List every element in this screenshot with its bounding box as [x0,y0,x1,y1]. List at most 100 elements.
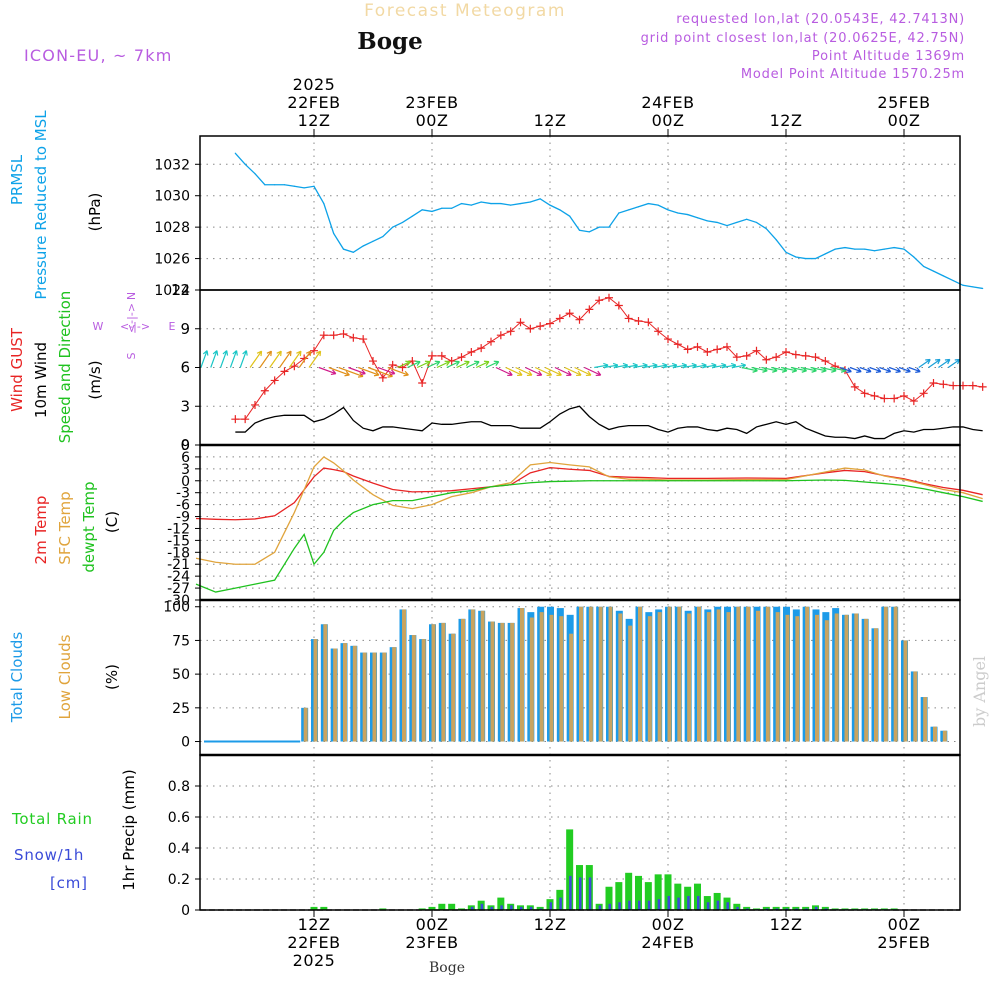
gust-marker [260,386,269,395]
gust-marker [349,333,358,342]
low-clouds-bar [864,618,869,742]
pressure-point [795,256,797,258]
rain-bar [379,908,387,910]
low-clouds-bar [854,613,859,742]
pressure-point [775,239,777,241]
pressure-point [628,209,630,211]
rain-bar [310,906,318,910]
gust-marker [663,335,672,344]
low-clouds-bar [657,612,662,742]
gust-marker [683,345,692,354]
low-clouds-bar [480,610,485,742]
compass-south: S [125,352,138,359]
y-tick-label: 1032 [154,157,190,173]
wind-arrow [220,350,229,368]
gust-marker [290,362,299,371]
pressure-point [598,226,600,228]
data-layer [195,152,987,911]
low-clouds-bar [677,606,682,742]
model-point-altitude: Model Point Altitude 1570.25m [741,67,965,82]
low-clouds-bar [883,606,888,742]
pressure-point [923,265,925,268]
low-clouds-bar [785,614,790,742]
pressure-point [303,187,305,189]
total-rain-label: Total Rain [11,810,93,828]
pressure-point [962,284,964,286]
rain-bar [438,903,446,910]
low-clouds-bar [401,609,406,742]
snow-bar [588,877,592,910]
gust-marker [919,389,928,398]
y-tick-label: -21 [167,557,190,573]
snow-bar [716,900,720,910]
low-clouds-bar [844,614,849,742]
low-clouds-bar [460,618,465,742]
snow-bar [824,908,828,910]
low-clouds-bar [903,640,908,742]
gust-marker [280,367,289,376]
snow-bar [628,900,631,910]
snow-bar [510,905,513,910]
pressure-point [726,224,728,227]
rain-bar [448,903,456,910]
wind-arrow [898,366,911,373]
forecast-title: Forecast Meteogram [364,1,566,21]
pressure-point [873,250,876,252]
pressure-point [274,184,276,186]
gust-line [235,297,983,420]
top-time-label: 00Z [652,111,685,130]
gust-marker [673,340,682,349]
gust-marker [241,415,250,424]
rain-bar [654,874,662,910]
pressure-line [234,152,983,290]
bottom-time-label: 25FEB [877,933,930,952]
pressure-point [696,217,699,219]
pressure-point [313,185,315,187]
wind-arrow [229,350,238,368]
y-tick-label: -9 [176,510,190,526]
pressure-point [805,257,807,260]
pressure-point [608,226,610,228]
gust-marker [506,327,515,336]
sfc-temp-line [195,456,983,565]
wind-arrow [515,366,533,377]
wind-arrow [908,366,921,373]
gust-marker [811,353,820,362]
gust-marker [467,348,476,356]
temp-2m-label: 2m Temp [32,496,50,565]
snow-bar [480,903,484,910]
pressure-point [559,209,561,211]
wind-arrow [318,366,337,376]
pressure-point [785,251,787,253]
low-clouds-bar [451,633,456,742]
location-title: Boge [357,28,423,55]
gust-marker [929,379,938,387]
wind-label: 10m Wind [32,342,50,418]
pressure-point [765,228,767,230]
y-tick-label: -12 [167,521,190,537]
low-clouds-bar [942,730,947,742]
gust-marker [654,327,663,336]
wind-arrow [397,360,411,369]
pressure-label-short: PRMSL [8,154,26,205]
snow-bar [667,896,670,910]
gust-marker [359,335,368,344]
low-clouds-bar [510,622,515,742]
low-clouds-bar [726,612,731,742]
grid-layer [200,136,960,911]
low-clouds-bar [500,622,505,742]
clouds-unit: (%) [103,664,121,690]
pressure-point [755,221,758,224]
y-tick-label: 3 [180,397,190,415]
low-clouds-bar [834,613,839,742]
y-tick-label: 12 [171,281,190,299]
y-tick-label: -30 [167,593,190,609]
low-clouds-bar [795,616,800,742]
gust-marker [968,381,977,390]
low-clouds-bar [569,633,574,742]
snow-bar [805,908,808,910]
pressure-point [834,248,836,250]
rain-bar [674,883,682,910]
y-tick-label: 0 [181,735,190,751]
